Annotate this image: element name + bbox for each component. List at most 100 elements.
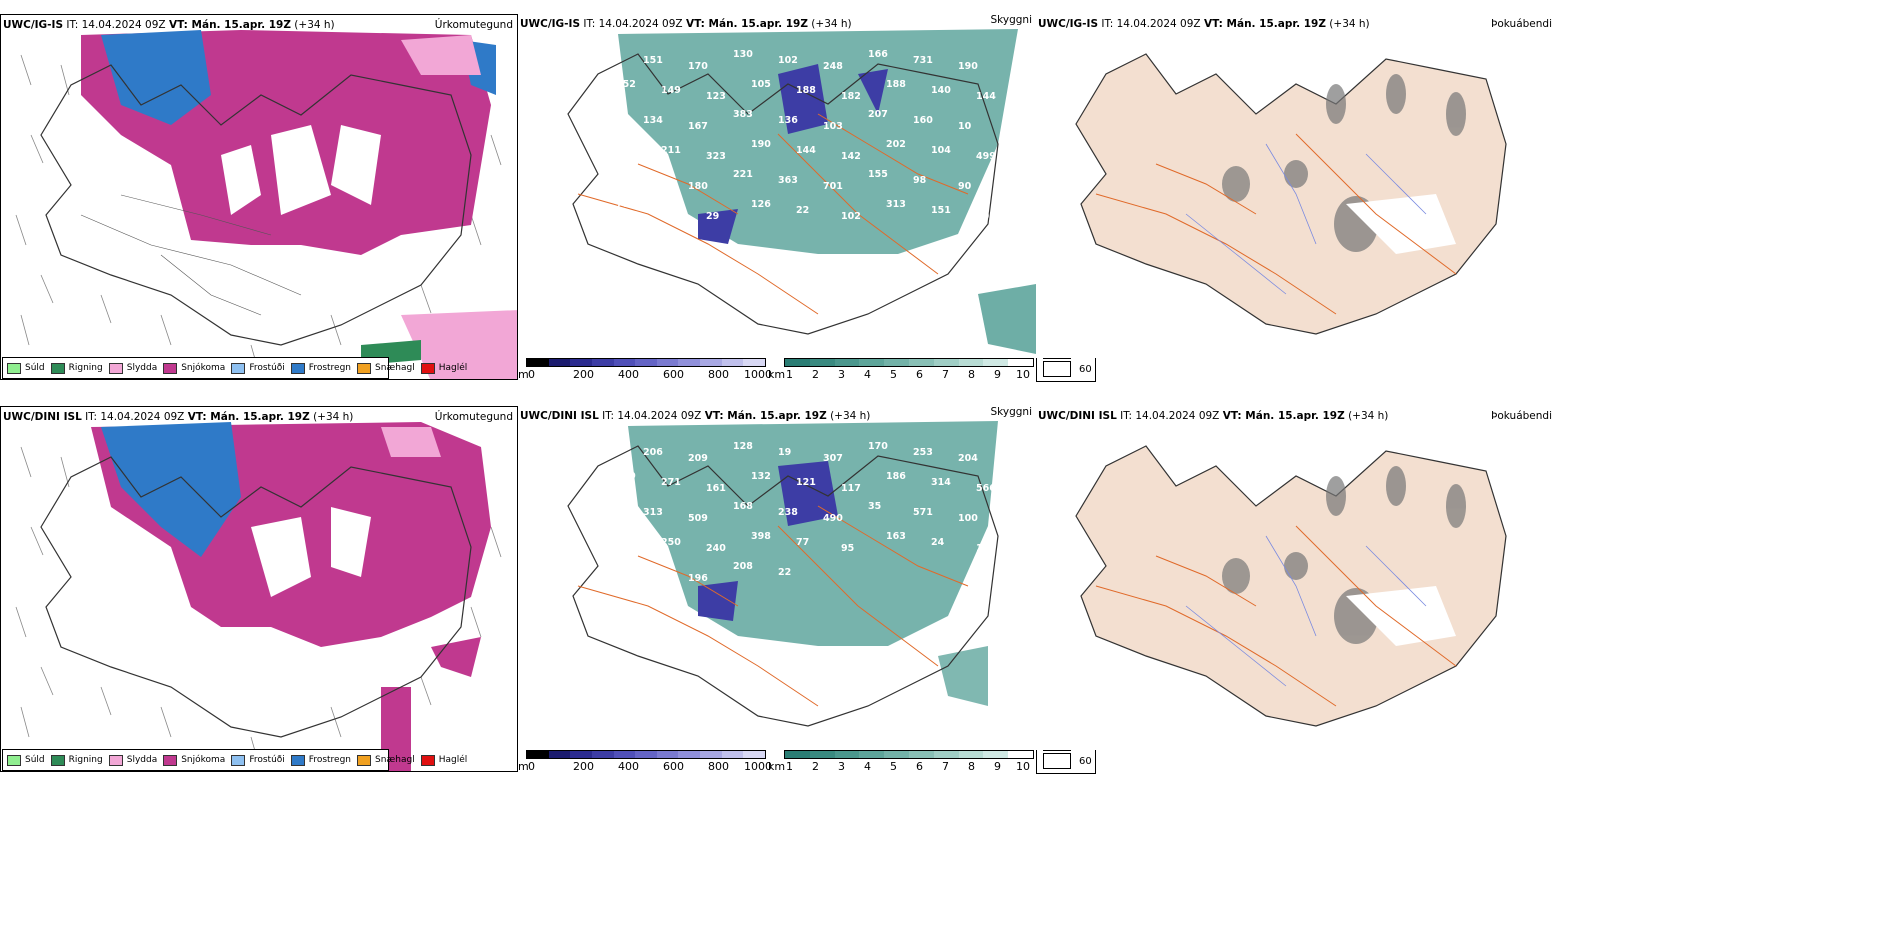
field-name: Þokuábendi: [1491, 410, 1552, 422]
ceiling-value-label: 144: [598, 109, 618, 120]
colorbar-swatch: [570, 359, 592, 366]
ceiling-value-label: 499: [976, 151, 996, 162]
ceiling-value-label: 307: [823, 453, 843, 464]
ceiling-value-label: 136: [778, 115, 798, 126]
ceiling-value-label: 188: [796, 85, 816, 96]
colorbar-swatch: [656, 751, 679, 758]
colorbar-swatch: [721, 751, 744, 758]
fog-legend-light-label: 60: [1079, 755, 1092, 767]
tick-label: 200: [573, 760, 594, 773]
ceiling-value-label: 120: [616, 139, 636, 150]
ceiling-value-label: 144: [796, 145, 816, 156]
tick-label: 9: [994, 368, 1001, 381]
ceiling-value-label: 335: [616, 531, 636, 542]
ceiling-value-label: 118: [598, 49, 618, 60]
ceiling-value-label: 29: [706, 211, 720, 222]
ceiling-value-label: 100: [976, 543, 996, 554]
legend-item: Frostregn: [290, 362, 351, 374]
tick-label: 8: [968, 760, 975, 773]
ceiling-value-label: 323: [706, 151, 726, 162]
colorbar-swatch: [884, 751, 909, 758]
colorbar-swatch: [983, 359, 1009, 366]
legend-item: Rigning: [50, 754, 103, 766]
visibility-colorbar-scale: [784, 358, 1034, 367]
colorbar-swatch: [933, 751, 959, 758]
ceiling-unit: m: [518, 368, 529, 381]
colorbar-swatch: [613, 751, 636, 758]
ceiling-value-label: 128: [733, 441, 753, 452]
ceiling-value-label: 117: [841, 483, 861, 494]
ceiling-value-label: 22: [796, 205, 810, 216]
ceiling-value-label: 19: [778, 447, 792, 458]
ceiling-value-label: 24: [931, 537, 945, 548]
panel-header: UWC/IG-IS IT: 14.04.2024 09Z VT: Mán. 15…: [520, 18, 852, 30]
colorbar-swatch: [678, 751, 701, 758]
legend-item: Slydda: [108, 362, 157, 374]
field-name: Skyggni: [990, 406, 1033, 418]
ceiling-value-label: 509: [688, 513, 708, 524]
tick-label: 2: [812, 368, 819, 381]
colorbar-swatch: [859, 359, 885, 366]
ceiling-value-label: 77: [796, 537, 810, 548]
colorbar-swatch: [884, 359, 909, 366]
ceiling-value-label: 202: [886, 139, 906, 150]
ceiling-value-label: 314: [931, 477, 951, 488]
ceiling-value-label: 82: [598, 501, 612, 512]
ceiling-value-label: 383: [733, 109, 753, 120]
ceiling-value-label: 701: [823, 181, 843, 192]
ceiling-value-label: 130: [733, 49, 753, 60]
ceiling-unit: m: [518, 760, 529, 773]
colorbar-swatch: [527, 751, 549, 758]
ceiling-value-label: 650: [643, 175, 663, 186]
ceiling-map-graphic: [567, 421, 999, 727]
field-name: Úrkomutegund: [434, 411, 513, 423]
tick-label: 600: [663, 760, 684, 773]
colorbar-swatch: [958, 751, 984, 758]
ceiling-value-label: 132: [751, 471, 771, 482]
colorbar-swatch: [834, 359, 860, 366]
ceiling-value-label: 209: [616, 471, 636, 482]
colorbar-swatch: [591, 751, 614, 758]
precip-legend: Súld Rigning Slydda Snjókoma Frostúði Fr…: [2, 357, 467, 379]
colorbar-swatch: [548, 751, 571, 758]
legend-item: Súld: [7, 362, 45, 374]
ceiling-value-label: 248: [823, 61, 843, 72]
ceiling-value-label: 566: [976, 483, 996, 494]
fog-legend-light-label: 60: [1079, 363, 1092, 375]
colorbar-swatch: [635, 751, 657, 758]
visibility-colorbar-scale: [784, 750, 1034, 759]
ceiling-value-label: 562: [598, 441, 618, 452]
ceiling-value-label: 140: [931, 85, 951, 96]
colorbar-swatch: [1008, 751, 1033, 758]
colorbar-swatch: [908, 359, 934, 366]
ceiling-value-label: 182: [841, 91, 861, 102]
ceiling-value-label: 370: [643, 567, 663, 578]
ceiling-value-label: 186: [886, 471, 906, 482]
ceiling-value-label: 142: [841, 151, 861, 162]
colorbar-swatch: [933, 359, 959, 366]
colorbar-swatch: [721, 359, 744, 366]
tick-label: 2: [812, 760, 819, 773]
tick-label: 800: [708, 760, 729, 773]
visibility-unit: km: [768, 760, 786, 773]
ceiling-value-label: 188: [886, 79, 906, 90]
tick-label: 800: [708, 368, 729, 381]
legend-item: Súld: [7, 754, 45, 766]
colorbar-swatch: [678, 359, 701, 366]
ceiling-value-label: 204: [958, 453, 978, 464]
colorbar-swatch: [785, 751, 810, 758]
colorbar-swatch: [527, 359, 549, 366]
tick-label: 600: [663, 368, 684, 381]
ceiling-value-label: 170: [688, 61, 708, 72]
field-name: Úrkomutegund: [434, 19, 513, 31]
legend-item: Rigning: [50, 362, 103, 374]
ceiling-value-label: 102: [841, 211, 861, 222]
legend-item: Haglél: [420, 754, 467, 766]
panel-header: UWC/DINI ISL IT: 14.04.2024 09Z VT: Mán.…: [520, 410, 871, 422]
tick-label: 0: [528, 760, 535, 773]
colorbar-swatch: [656, 359, 679, 366]
legend-item: Frostregn: [290, 754, 351, 766]
ceiling-value-label: 731: [913, 55, 933, 66]
tick-label: 400: [618, 368, 639, 381]
ceiling-value-label: 151: [643, 55, 663, 66]
